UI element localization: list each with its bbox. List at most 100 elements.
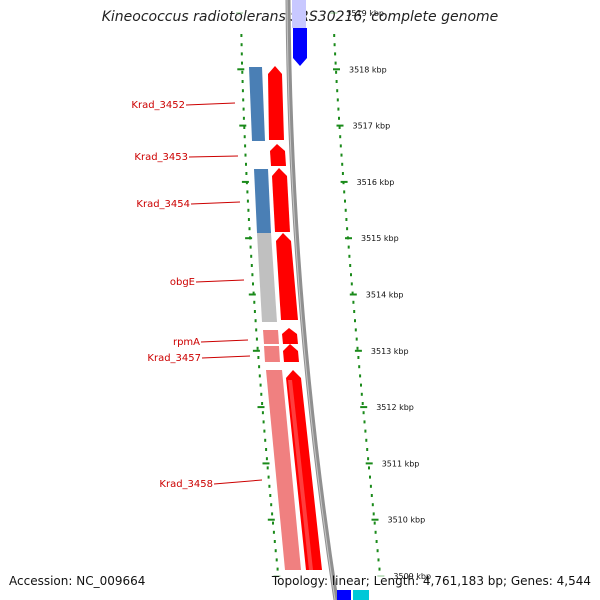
tick-label: 3510 kbp [388,516,426,525]
reverse-cds-track [292,0,369,600]
cds-arrow-krad-3453[interactable] [270,144,286,166]
guide-dot [248,227,251,231]
guide-dot [360,392,363,396]
guide-dot [253,300,256,304]
guide-dot [243,126,246,129]
guide-dot [247,208,250,212]
guide-dot [265,448,268,451]
gene-label-krad-3457[interactable]: Krad_3457 [147,353,201,364]
guide-dot [336,89,339,93]
cds-arrow-krad-3452[interactable] [268,66,284,140]
tick-mark-right [360,406,368,409]
guide-dot [270,503,273,507]
tick-label: 3517 kbp [353,122,391,131]
gene-bar-rpma[interactable] [263,330,279,344]
tick-label: 3514 kbp [366,291,404,300]
reverse-cds-bottom-alt[interactable] [353,590,369,600]
guide-dot [346,227,349,231]
guide-dot [245,162,247,166]
guide-dot [241,61,243,65]
gene-label-obge[interactable]: obgE [170,277,195,288]
guide-dot [349,264,352,267]
guide-dot [250,254,253,258]
guide-dot [246,190,249,194]
tick-label: 3518 kbp [349,65,387,74]
guide-dot [262,420,265,424]
guide-dot [341,162,344,166]
guide-dot [261,402,264,405]
guide-dot [271,512,274,516]
tick-label: 3512 kbp [376,403,414,412]
tick-mark-right [371,518,379,521]
tick-mark-left [245,237,253,240]
gene-label-rpma[interactable]: rpmA [173,337,200,348]
guide-dot [333,34,336,37]
guide-dot [265,457,268,461]
gene-bar-krad-3452[interactable] [249,67,265,141]
reverse-cds-arrow-top[interactable] [293,28,307,66]
guide-dot [340,153,343,157]
guide-dot [335,70,338,74]
reverse-cds-bottom[interactable] [337,590,351,600]
guide-dot [255,328,258,332]
guide-dot [252,291,255,295]
outer-dotted-guide-right [333,34,381,571]
guide-dot [240,43,243,47]
guide-dot [363,420,366,424]
guide-dot [339,135,342,139]
guide-dot [366,448,369,451]
guide-dot [339,144,342,148]
gene-label-krad-3454[interactable]: Krad_3454 [136,199,190,210]
guide-dot [338,116,340,120]
gene-label-krad-3452[interactable]: Krad_3452 [131,100,185,111]
guide-dot [243,135,246,139]
gene-bar-krad-3454[interactable] [254,169,271,233]
guide-dot [241,70,244,74]
guide-dot [269,494,272,497]
guide-dot [371,503,374,507]
guide-dot [258,374,261,378]
guide-dot [344,199,346,203]
guide-dot [252,282,254,286]
guide-dot [250,264,253,267]
gene-label-krad-3458[interactable]: Krad_3458 [159,479,213,490]
tick-mark-right [349,293,357,296]
tick-mark-right [330,12,338,14]
guide-dot [268,484,271,488]
topology-text: Topology: linear; Length: 4,761,183 bp; … [271,574,591,588]
tick-mark-right [336,124,344,127]
tick-mark-right [354,349,362,352]
tick-mark-right [365,462,373,465]
guide-dot [376,549,379,553]
guide-dot [350,282,353,286]
guide-dot [245,172,248,175]
guide-dot [241,89,244,93]
guide-dot [364,429,367,433]
tick-mark-right [340,180,348,183]
tick-mark-left [241,180,249,183]
guide-dot [370,494,373,497]
guide-dot [244,144,247,148]
guide-dot [334,52,337,56]
guide-dot [274,549,277,553]
guide-dot [358,365,361,369]
cds-arrow-krad-3454[interactable] [272,168,290,232]
gene-label-krad-3453[interactable]: Krad_3453 [134,152,188,163]
cds-arrow-rpma[interactable] [282,328,298,344]
tick-label: 3509 kbp [393,572,431,581]
guide-dot [337,107,340,111]
gene-bar-krad-3458[interactable] [266,370,301,570]
gene-bar-obge[interactable] [257,233,277,322]
cds-arrow-krad-3457[interactable] [283,344,299,362]
gene-bar-krad-3457[interactable] [264,346,280,362]
guide-dot [272,530,275,534]
guide-dot [254,319,257,323]
tick-label: 3515 kbp [361,234,399,243]
tick-mark-left [273,575,281,577]
tick-label: 3519 kbp [346,9,384,18]
guide-dot [333,43,336,47]
backbone-line [285,0,339,600]
guide-dot [357,356,360,359]
cds-arrow-obge[interactable] [276,233,298,320]
guide-dot [348,254,351,258]
